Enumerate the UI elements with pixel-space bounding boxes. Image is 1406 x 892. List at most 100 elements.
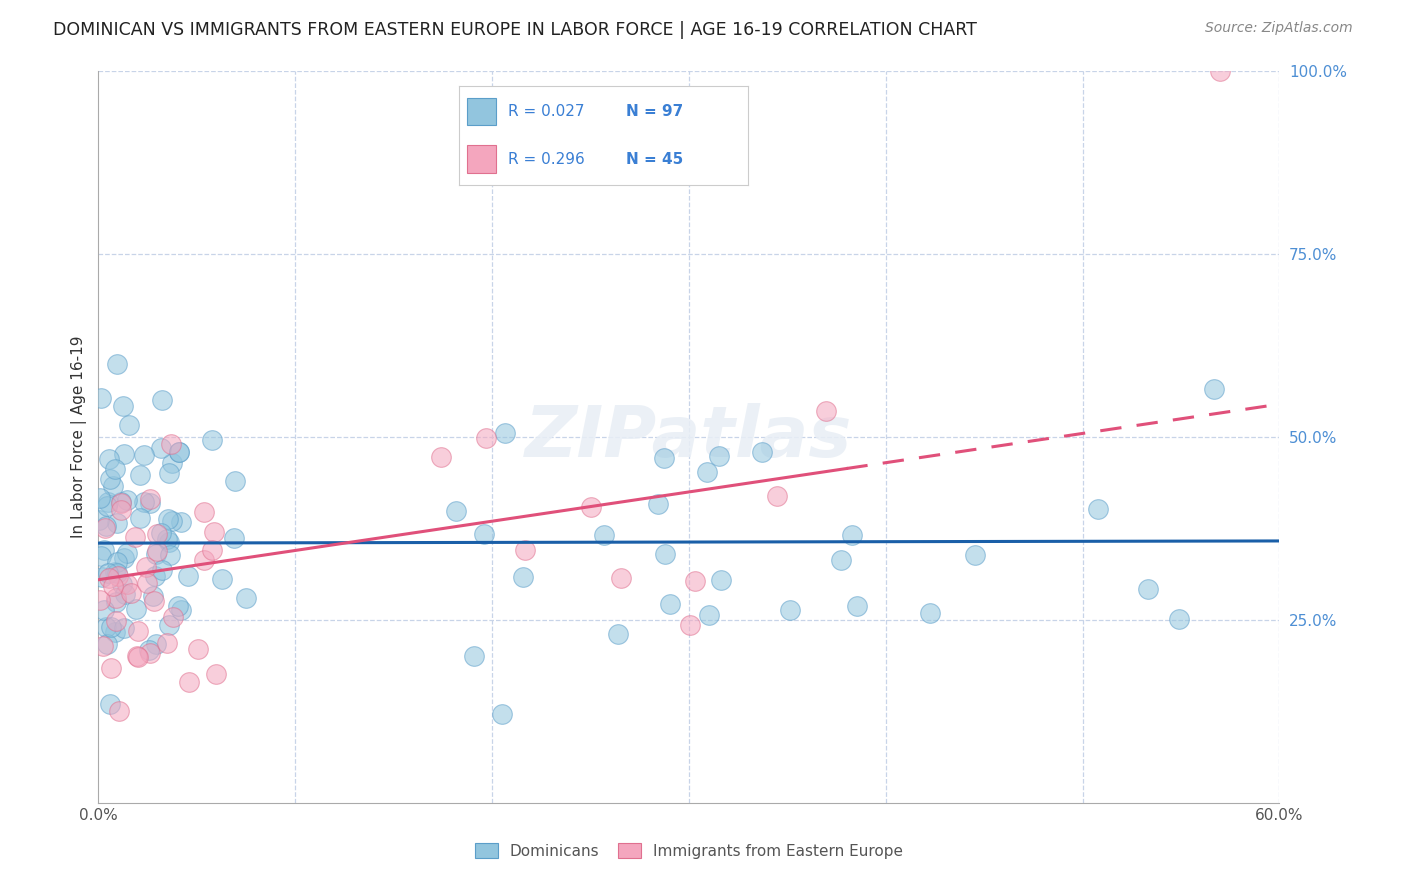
Point [157,534,180,549]
Point [205,667,228,681]
Point [110,503,132,517]
Point [654,450,676,465]
Point [138,492,160,507]
Point [104,624,127,639]
Text: Source: ZipAtlas.com: Source: ZipAtlas.com [1205,21,1353,35]
Point [579,500,602,515]
Point [112,621,135,635]
Point [201,434,224,448]
Point [162,609,184,624]
Point [201,543,224,558]
Point [815,404,838,418]
Point [1202,382,1225,396]
Point [104,591,127,606]
Point [104,462,127,476]
Point [93,543,115,558]
Point [235,591,257,605]
Point [142,589,165,603]
Y-axis label: In Labor Force | Age 16-19: In Labor Force | Age 16-19 [72,335,87,539]
Point [150,393,173,408]
Point [105,595,128,609]
Point [160,457,183,471]
Point [512,570,534,584]
Point [699,607,721,622]
Point [167,445,190,459]
Point [112,550,135,565]
Point [963,548,986,562]
Point [830,553,852,567]
Point [592,528,614,542]
Point [96,500,118,514]
Point [127,649,149,664]
Point [112,400,135,414]
Point [1168,612,1191,626]
Point [1087,501,1109,516]
Point [224,475,246,489]
Point [145,527,167,541]
Point [156,533,179,547]
Point [177,569,200,583]
Point [751,444,773,458]
Text: DOMINICAN VS IMMIGRANTS FROM EASTERN EUROPE IN LABOR FORCE | AGE 16-19 CORRELATI: DOMINICAN VS IMMIGRANTS FROM EASTERN EUR… [53,21,977,38]
Point [211,572,233,586]
Point [127,648,149,663]
Point [167,445,190,459]
Point [845,599,868,613]
Point [132,494,155,508]
Point [105,516,128,531]
Point [100,661,122,675]
Point [162,514,184,528]
Point [710,574,733,588]
Point [100,619,122,633]
Point [105,555,128,569]
Point [430,450,453,464]
Point [115,546,138,560]
Point [129,510,152,524]
Point [1136,582,1159,596]
Point [107,704,129,718]
Point [475,431,498,445]
Point [150,563,173,577]
Point [87,513,110,527]
Point [156,512,179,526]
Point [177,675,200,690]
Point [90,391,112,405]
Point [658,597,681,611]
Point [609,571,631,585]
Point [202,525,225,540]
Point [918,606,941,620]
Point [118,417,141,432]
Point [143,594,166,608]
Point [94,520,117,534]
Point [127,624,149,639]
Point [98,697,121,711]
Point [709,450,731,464]
Point [128,468,150,483]
Point [110,495,132,509]
Point [105,358,128,372]
Point [94,620,117,634]
Point [90,549,112,564]
Point [491,707,513,722]
Point [685,574,707,588]
Point [607,627,630,641]
Point [169,603,191,617]
Point [105,614,128,628]
Point [149,441,172,455]
Point [193,553,215,567]
Point [463,648,485,663]
Point [472,526,495,541]
Point [135,560,157,574]
Point [159,436,181,450]
Point [110,576,132,591]
Point [96,637,118,651]
Point [779,603,801,617]
Point [107,569,129,583]
Point [146,544,169,558]
Point [224,531,246,545]
Point [170,515,193,529]
Legend: Dominicans, Immigrants from Eastern Europe: Dominicans, Immigrants from Eastern Euro… [468,837,910,864]
Point [679,617,702,632]
Point [96,519,118,533]
Point [104,566,127,580]
